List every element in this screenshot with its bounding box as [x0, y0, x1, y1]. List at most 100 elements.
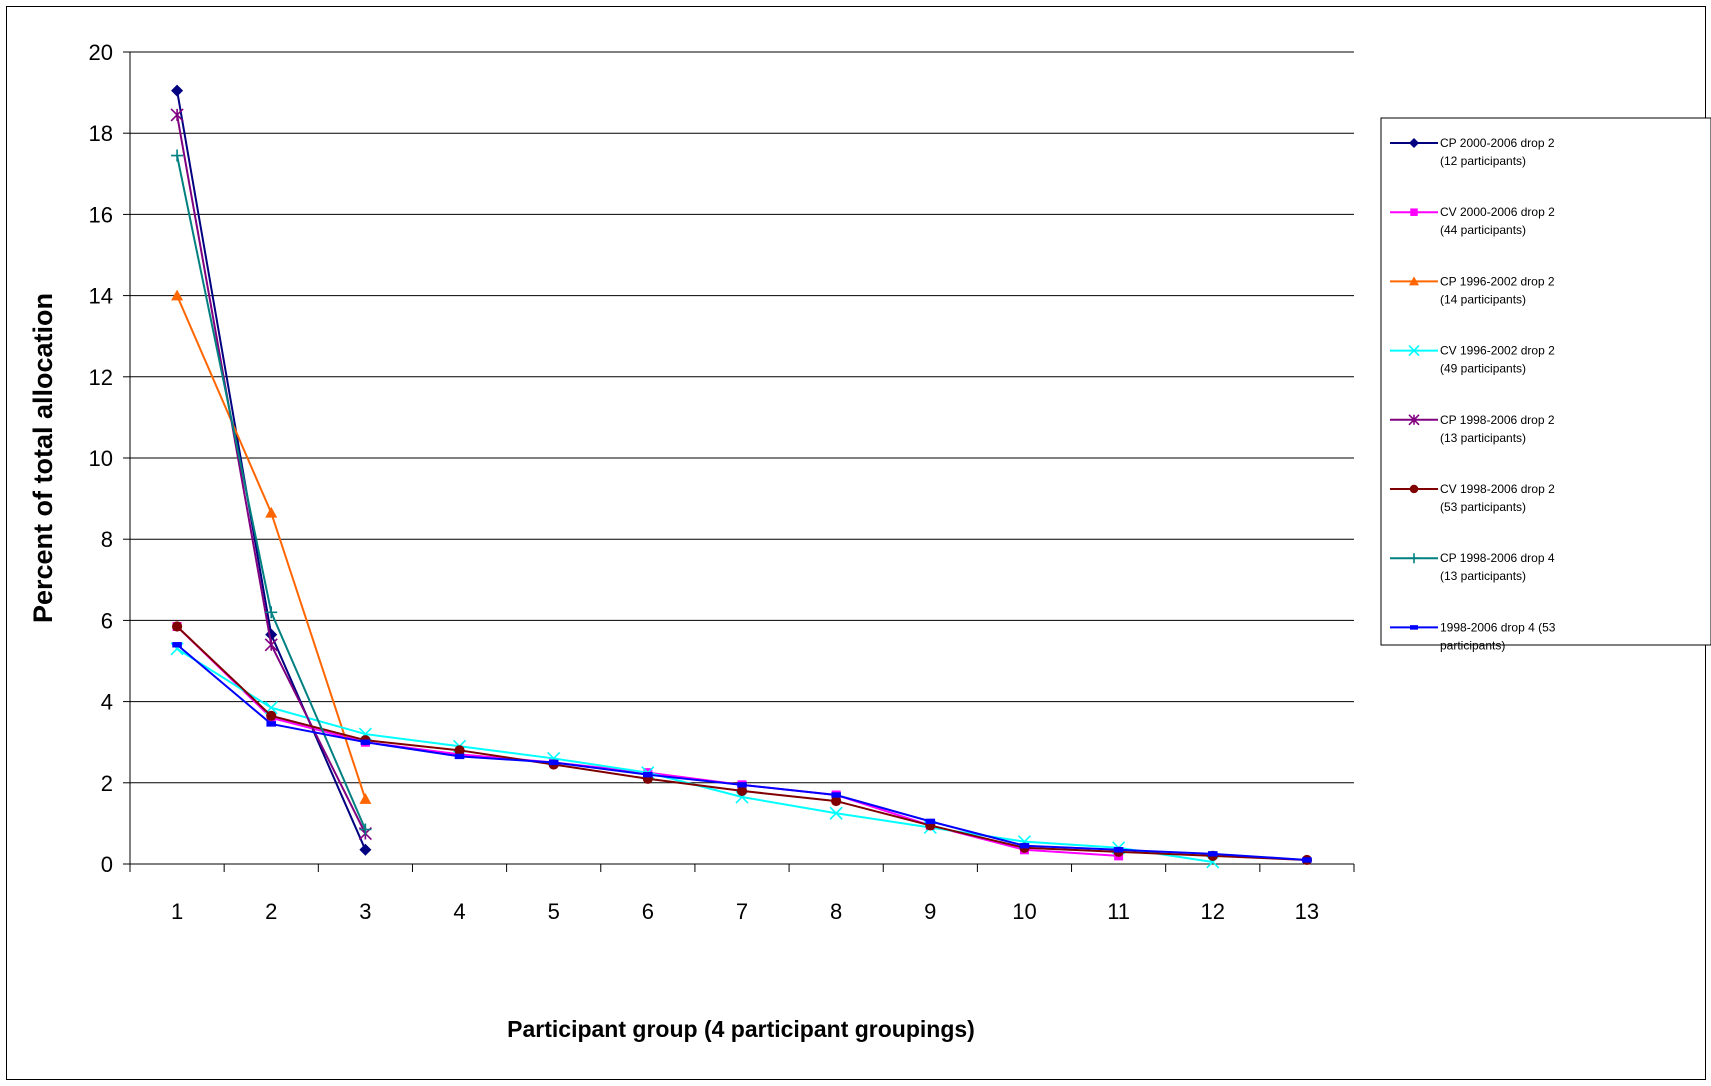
series — [171, 149, 372, 836]
data-point — [266, 710, 277, 721]
x-tick-label: 4 — [453, 899, 465, 924]
data-point — [831, 795, 842, 807]
data-point — [1302, 857, 1312, 863]
x-tick-label: 2 — [265, 899, 277, 924]
data-point — [1207, 851, 1218, 857]
data-point — [171, 149, 184, 162]
y-tick-label: 18 — [89, 121, 113, 146]
x-tick-label: 11 — [1107, 899, 1130, 924]
legend-label-line2: (12 participants) — [1440, 154, 1526, 168]
legend-item: CV 1996-2002 drop 2 (49 participants) — [1390, 344, 1555, 376]
data-point — [172, 642, 182, 648]
data-point — [264, 638, 278, 652]
x-tick-label: 13 — [1295, 899, 1319, 924]
data-point — [454, 745, 465, 756]
y-axis-title: Percent of total allocation — [28, 293, 58, 623]
x-tick-label: 1 — [171, 899, 183, 924]
data-point — [1408, 345, 1420, 357]
legend-label: CP 1996-2002 drop 2 — [1440, 274, 1555, 288]
legend-label-line2: (49 participants) — [1440, 362, 1526, 376]
legend-item: CP 1998-2006 drop 2 (13 participants) — [1390, 413, 1555, 445]
legend-label-line2: (13 participants) — [1440, 569, 1526, 583]
data-point — [829, 806, 843, 820]
data-point — [1113, 847, 1124, 853]
x-tick-label: 10 — [1012, 899, 1036, 924]
x-tick-label: 9 — [924, 899, 936, 924]
y-tick-label: 8 — [101, 527, 113, 552]
y-tick-label: 2 — [101, 771, 113, 796]
data-point — [1019, 843, 1030, 849]
legend-item: CV 2000-2006 drop 2 (44 participants) — [1390, 205, 1555, 237]
data-point — [1410, 625, 1418, 630]
legend-item: CP 1996-2002 drop 2 (14 participants) — [1390, 274, 1555, 306]
legend-label: CV 1996-2002 drop 2 — [1440, 344, 1555, 358]
series — [171, 621, 1313, 866]
gridlines — [130, 51, 1354, 784]
legend-label-line2: participants) — [1440, 638, 1505, 652]
data-point — [266, 721, 277, 727]
data-point — [1409, 138, 1419, 148]
x-tick-label: 3 — [359, 899, 371, 924]
y-tick-label: 4 — [101, 690, 113, 715]
legend-item: CV 1998-2006 drop 2 (53 participants) — [1390, 482, 1555, 514]
series — [172, 621, 1124, 861]
legend-label: CP 2000-2006 drop 2 — [1440, 136, 1555, 150]
data-point — [359, 843, 372, 856]
legend: CP 2000-2006 drop 2 (12 participants) CV 2… — [1380, 117, 1711, 652]
series-line — [176, 643, 1307, 861]
data-point — [737, 782, 747, 788]
legend-label: CV 2000-2006 drop 2 — [1440, 205, 1555, 219]
data-point — [736, 785, 748, 797]
legend-label-line2: (44 participants) — [1440, 223, 1526, 237]
data-point — [1410, 208, 1418, 216]
data-point — [925, 818, 936, 825]
legend-label-line2: (14 participants) — [1440, 292, 1526, 306]
data-point — [454, 753, 465, 760]
legend-label-line2: (53 participants) — [1440, 500, 1526, 514]
legend-label: CP 1998-2006 drop 4 — [1440, 551, 1555, 565]
y-tick-label: 6 — [101, 608, 113, 633]
legend-item: 1998-2006 drop 4 (53 participants) — [1390, 620, 1556, 652]
y-tick-label: 0 — [101, 852, 113, 877]
x-axis-title: Participant group (4 participant groupin… — [507, 1016, 975, 1042]
y-tick-label: 16 — [89, 202, 113, 227]
series — [171, 84, 372, 856]
data-point — [170, 108, 184, 122]
data-point — [643, 771, 653, 778]
data-point — [1408, 414, 1420, 426]
data-point — [171, 84, 184, 97]
legend-label-line2: (13 participants) — [1440, 431, 1526, 445]
series-group — [170, 84, 1313, 869]
series — [170, 108, 372, 841]
data-point — [548, 759, 559, 766]
data-point — [1409, 276, 1419, 286]
x-tick-label: 8 — [830, 899, 842, 924]
legend-item: CP 2000-2006 drop 2 (12 participants) — [1390, 136, 1555, 168]
data-point — [359, 823, 372, 836]
legend-box — [1380, 117, 1711, 646]
data-point — [171, 621, 183, 632]
y-tick-label: 10 — [89, 446, 113, 471]
x-tick-label: 5 — [548, 899, 560, 924]
y-tick-label: 14 — [89, 284, 113, 309]
data-point — [360, 739, 371, 745]
legend-label: CP 1998-2006 drop 2 — [1440, 413, 1555, 427]
y-tick-label: 12 — [89, 365, 113, 390]
x-tick-label: 12 — [1201, 899, 1225, 924]
data-point — [265, 506, 278, 518]
data-point — [265, 606, 278, 619]
series — [171, 289, 372, 804]
y-tick-label: 20 — [89, 40, 113, 65]
x-tick-label: 6 — [642, 899, 654, 924]
legend-label: CV 1998-2006 drop 2 — [1440, 482, 1555, 496]
data-point — [1409, 484, 1419, 494]
data-point — [831, 792, 841, 798]
data-point — [359, 793, 372, 804]
legend-item: CP 1998-2006 drop 4 (13 participants) — [1390, 551, 1555, 583]
data-point — [1409, 553, 1419, 564]
series — [172, 642, 1312, 863]
x-tick-label: 7 — [736, 899, 748, 924]
legend-label: 1998-2006 drop 4 (53 — [1440, 620, 1556, 634]
